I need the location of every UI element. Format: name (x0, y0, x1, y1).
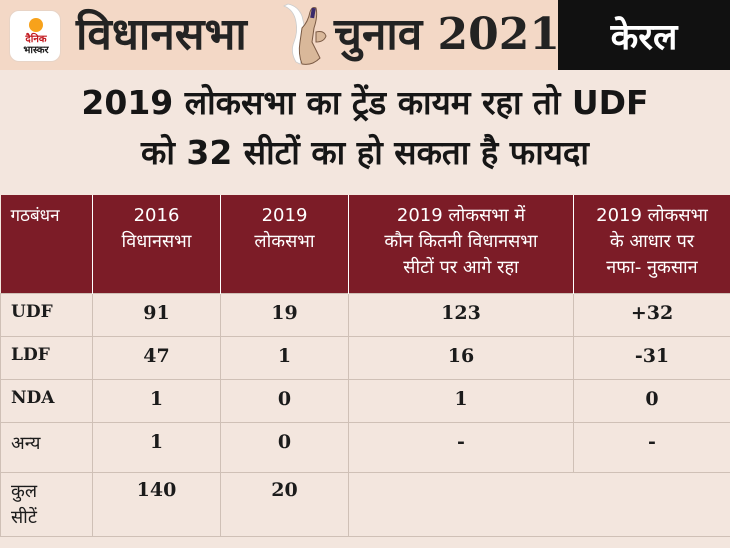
cell-alliance: NDA (0, 378, 93, 423)
results-table-wrapper: गठबंधन 2016 विधानसभा 2019 लोकसभा 2019 लो… (0, 195, 730, 548)
cell-alliance: LDF (0, 335, 93, 380)
cell-2016: 1 (92, 421, 221, 473)
header-alliance-text: गठबंधन (10, 206, 60, 226)
total-label-line2: सीटें (11, 506, 37, 528)
cell-total-2016: 140 (92, 471, 221, 537)
header-gain-loss: 2019 लोकसभा के आधार पर नफा- नुकसान (573, 195, 730, 293)
cell-lead: 123 (348, 292, 574, 337)
title-part1: विधानसभा (76, 9, 247, 60)
header-lead-line2: कौन कितनी विधानसभा (384, 231, 538, 252)
header-2016-line1: 2016 (133, 205, 180, 226)
header-lead-line3: सीटों पर आगे रहा (403, 257, 519, 278)
cell-total-empty (348, 471, 730, 537)
headline: 2019 लोकसभा का ट्रेंड कायम रहा तो UDF को… (0, 78, 730, 178)
cell-2016: 47 (92, 335, 221, 380)
header-lead-segments: 2019 लोकसभा में कौन कितनी विधानसभा सीटों… (348, 195, 574, 293)
header-2016-assembly: 2016 विधानसभा (92, 195, 221, 293)
table-header-row: गठबंधन 2016 विधानसभा 2019 लोकसभा 2019 लो… (0, 195, 730, 293)
table-row-nda: NDA 1 0 1 0 (0, 378, 730, 423)
cell-alliance: अन्य (0, 421, 93, 473)
cell-alliance: UDF (0, 292, 93, 337)
cell-2019: 0 (220, 421, 349, 473)
title-part2: चुनाव 2021 (334, 9, 560, 60)
brand-logo: दैनिक भास्कर (9, 10, 61, 62)
header-gain-line3: नफा- नुकसान (606, 257, 698, 278)
cell-2016: 1 (92, 378, 221, 423)
cell-change: +32 (573, 292, 730, 337)
header-gain-line2: के आधार पर (609, 231, 695, 252)
table-row-total: कुल सीटें 140 20 (0, 471, 730, 537)
cell-change: 0 (573, 378, 730, 423)
logo-line2: भास्कर (23, 45, 49, 56)
header-2019-line2: लोकसभा (254, 231, 315, 252)
header-alliance: गठबंधन (0, 195, 93, 293)
header-2016-line2: विधानसभा (121, 231, 192, 252)
header-lead-line1: 2019 लोकसभा में (396, 205, 526, 226)
total-label-line1: कुल (11, 480, 38, 502)
cell-2019: 19 (220, 292, 349, 337)
cell-2016: 91 (92, 292, 221, 337)
cell-lead: - (348, 421, 574, 473)
cell-lead: 16 (348, 335, 574, 380)
cell-lead: 1 (348, 378, 574, 423)
header-band: दैनिक भास्कर विधानसभा चुनाव 2021 केरल (0, 0, 730, 70)
header-2019-loksabha: 2019 लोकसभा (220, 195, 349, 293)
headline-line2: को 32 सीटों का हो सकता है फायदा (141, 133, 589, 172)
cell-change: - (573, 421, 730, 473)
state-label: केरल (558, 0, 730, 70)
results-table: गठबंधन 2016 विधानसभा 2019 लोकसभा 2019 लो… (0, 195, 730, 537)
table-row-udf: UDF 91 19 123 +32 (0, 292, 730, 337)
header-gain-line1: 2019 लोकसभा (596, 205, 708, 226)
sun-icon (29, 18, 43, 32)
cell-2019: 1 (220, 335, 349, 380)
headline-line1: 2019 लोकसभा का ट्रेंड कायम रहा तो UDF (81, 83, 649, 122)
table-row-others: अन्य 1 0 - - (0, 421, 730, 473)
table-row-ldf: LDF 47 1 16 -31 (0, 335, 730, 380)
cell-total-label: कुल सीटें (0, 471, 93, 537)
cell-change: -31 (573, 335, 730, 380)
logo-line1: दैनिक (25, 34, 47, 45)
cell-2019: 0 (220, 378, 349, 423)
cell-total-2019: 20 (220, 471, 349, 537)
header-2019-line1: 2019 (261, 205, 308, 226)
voting-finger-icon (283, 3, 327, 65)
